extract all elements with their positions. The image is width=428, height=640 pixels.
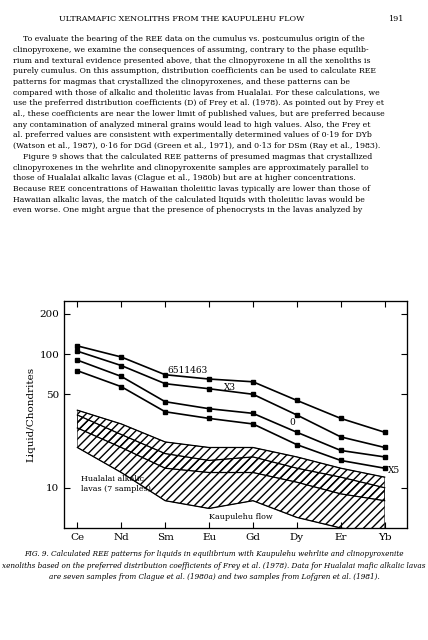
Text: FIG. 9. Calculated REE patterns for liquids in equilibrium with Kaupulehu wehrli: FIG. 9. Calculated REE patterns for liqu… [2,550,426,581]
Y-axis label: Liquid/Chondrites: Liquid/Chondrites [26,367,35,462]
Text: Kaupulehu flow: Kaupulehu flow [209,513,273,521]
Text: ULTRAMAFIC XENOLITHS FROM THE KAUPULEHU FLOW: ULTRAMAFIC XENOLITHS FROM THE KAUPULEHU … [59,15,304,23]
Text: X3: X3 [224,383,236,392]
Text: X5: X5 [388,466,401,475]
Text: 6511463: 6511463 [167,365,208,375]
Text: To evaluate the bearing of the REE data on the cumulus vs. postcumulus origin of: To evaluate the bearing of the REE data … [13,35,385,214]
Text: 191: 191 [388,15,403,23]
Text: Hualalai alkalic
lavas (7 samples): Hualalai alkalic lavas (7 samples) [81,475,151,493]
Text: 0: 0 [289,418,295,427]
